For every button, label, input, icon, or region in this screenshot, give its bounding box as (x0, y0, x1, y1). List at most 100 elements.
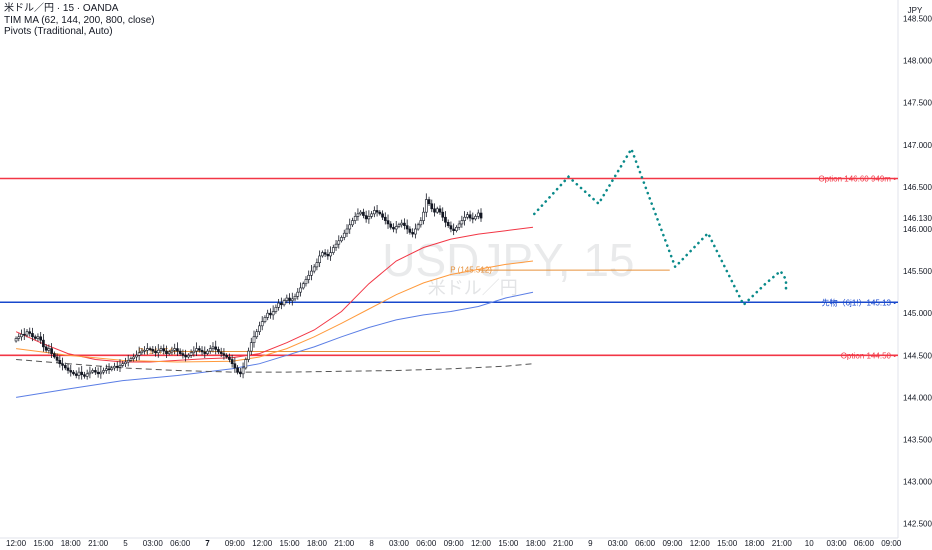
candle-body[interactable] (397, 224, 401, 227)
candle-body[interactable] (217, 349, 220, 353)
candle-body[interactable] (74, 373, 78, 376)
candle-body[interactable] (115, 365, 119, 368)
candle-body[interactable] (274, 307, 278, 312)
candle-body[interactable] (96, 371, 100, 375)
candle-body[interactable] (69, 370, 73, 373)
candle-body[interactable] (126, 360, 130, 363)
candle-body[interactable] (33, 336, 37, 339)
candle-body[interactable] (277, 302, 280, 308)
candle-body[interactable] (422, 211, 425, 221)
candle-body[interactable] (271, 311, 275, 316)
candle-body[interactable] (348, 224, 352, 230)
candle-body[interactable] (340, 237, 343, 242)
candle-body[interactable] (403, 222, 406, 226)
candle-body[interactable] (85, 373, 89, 377)
candle-body[interactable] (94, 370, 97, 373)
candle-body[interactable] (367, 216, 371, 220)
candle-body[interactable] (433, 208, 436, 213)
candle-body[interactable] (165, 350, 168, 354)
candle-body[interactable] (206, 350, 209, 354)
candle-body[interactable] (370, 213, 373, 217)
candle-body[interactable] (124, 361, 127, 365)
candle-body[interactable] (118, 365, 122, 368)
candle-body[interactable] (154, 350, 157, 354)
candle-body[interactable] (430, 203, 434, 210)
candle-body[interactable] (373, 210, 376, 215)
candle-body[interactable] (241, 367, 245, 375)
candle-body[interactable] (288, 297, 291, 301)
candle-body[interactable] (416, 224, 420, 230)
candle-body[interactable] (414, 228, 417, 235)
candle-body[interactable] (148, 348, 152, 350)
candle-body[interactable] (263, 317, 267, 322)
candle-body[interactable] (28, 331, 32, 334)
candle-body[interactable] (113, 365, 116, 369)
candle-body[interactable] (151, 349, 155, 352)
candle-body[interactable] (132, 356, 136, 359)
candle-body[interactable] (334, 243, 338, 248)
candle-body[interactable] (321, 252, 324, 257)
candle-body[interactable] (173, 348, 177, 351)
candle-body[interactable] (446, 221, 450, 226)
candle-body[interactable] (375, 210, 379, 213)
candle-body[interactable] (269, 312, 272, 316)
candle-body[interactable] (318, 255, 321, 263)
candle-body[interactable] (25, 331, 29, 336)
candle-body[interactable] (55, 356, 59, 361)
candle-body[interactable] (463, 216, 466, 221)
candle-body[interactable] (195, 348, 198, 352)
candle-body[interactable] (197, 348, 201, 351)
candle-body[interactable] (307, 275, 311, 280)
candle-body[interactable] (356, 213, 360, 217)
candle-body[interactable] (181, 353, 185, 356)
candle-body[interactable] (460, 220, 464, 225)
candle-body[interactable] (468, 214, 472, 219)
candle-body[interactable] (326, 253, 330, 257)
candle-body[interactable] (383, 216, 387, 221)
candle-body[interactable] (389, 223, 393, 228)
candle-body[interactable] (178, 350, 182, 354)
candle-body[interactable] (162, 348, 166, 352)
candle-body[interactable] (39, 336, 43, 341)
candle-body[interactable] (408, 228, 412, 233)
legend-pivots-indicator[interactable]: Pivots (Traditional, Auto) (4, 26, 113, 37)
candle-body[interactable] (156, 349, 160, 354)
candle-body[interactable] (441, 211, 445, 218)
candle-body[interactable] (230, 359, 234, 365)
forecast-path[interactable] (533, 146, 788, 307)
candle-body[interactable] (159, 348, 163, 351)
candle-body[interactable] (66, 367, 70, 371)
candle-body[interactable] (435, 208, 439, 213)
candle-body[interactable] (140, 350, 144, 354)
candle-body[interactable] (238, 371, 242, 375)
candle-body[interactable] (258, 325, 261, 333)
candle-body[interactable] (304, 279, 308, 285)
candle-body[interactable] (381, 213, 384, 218)
candle-body[interactable] (337, 240, 341, 245)
candle-body[interactable] (176, 348, 179, 352)
candle-body[interactable] (214, 346, 218, 350)
candle-body[interactable] (296, 291, 300, 297)
candle-body[interactable] (233, 363, 237, 369)
candle-body[interactable] (121, 363, 125, 366)
candle-body[interactable] (80, 371, 84, 375)
candle-body[interactable] (104, 368, 108, 371)
candle-body[interactable] (200, 349, 204, 353)
candle-body[interactable] (342, 232, 346, 238)
candle-body[interactable] (252, 336, 256, 343)
candle-body[interactable] (293, 296, 297, 300)
candle-body[interactable] (189, 352, 193, 356)
candle-body[interactable] (444, 216, 447, 223)
candle-body[interactable] (102, 370, 105, 373)
candle-body[interactable] (222, 353, 226, 356)
candle-body[interactable] (192, 350, 196, 354)
candle-body[interactable] (471, 217, 475, 220)
candle-body[interactable] (359, 211, 363, 215)
candle-body[interactable] (22, 333, 26, 336)
candle-body[interactable] (310, 270, 313, 276)
candle-body[interactable] (400, 222, 404, 226)
candle-body[interactable] (184, 354, 187, 358)
candle-body[interactable] (143, 349, 146, 352)
candle-body[interactable] (405, 225, 409, 230)
